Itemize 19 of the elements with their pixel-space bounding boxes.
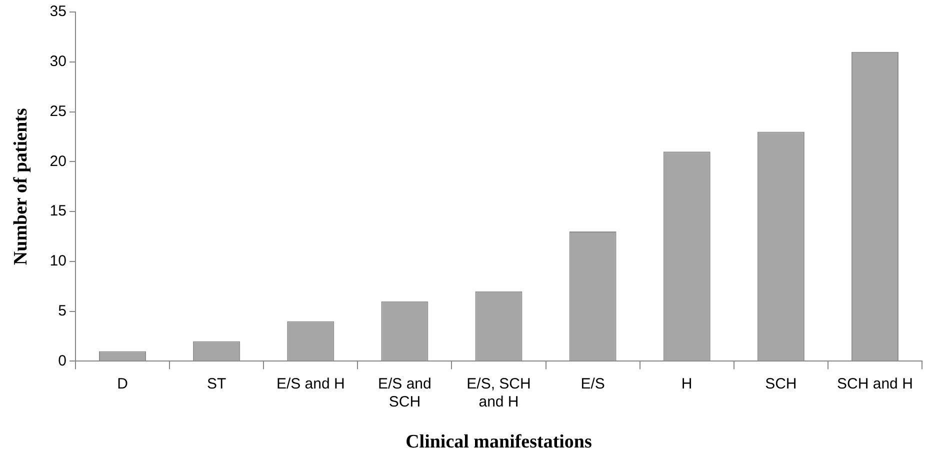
x-tick-label: E/S, SCH and H — [466, 375, 531, 410]
y-tick-label: 15 — [50, 202, 66, 220]
y-axis-title: Number of patients — [10, 108, 32, 266]
y-tick-label: 20 — [50, 152, 66, 170]
x-tick-label: SCH — [765, 375, 797, 392]
x-tick-label: H — [681, 375, 692, 392]
x-tick-label: E/S — [580, 375, 605, 392]
y-tick-label: 5 — [58, 302, 66, 320]
y-tick-label: 25 — [50, 102, 66, 120]
x-tick-label: D — [117, 375, 128, 392]
y-tick-label: 10 — [50, 252, 66, 270]
x-tick-label: E/S and SCH — [378, 375, 432, 410]
x-tick-label: ST — [206, 375, 226, 392]
y-tick-label: 30 — [50, 53, 66, 70]
x-tick-label: E/S and H — [276, 375, 345, 392]
y-tick-label: 35 — [50, 3, 66, 20]
y-tick-label: 0 — [58, 352, 66, 370]
x-axis-title: Clinical manifestations — [406, 432, 592, 453]
x-tick-label: SCH and H — [837, 375, 913, 392]
